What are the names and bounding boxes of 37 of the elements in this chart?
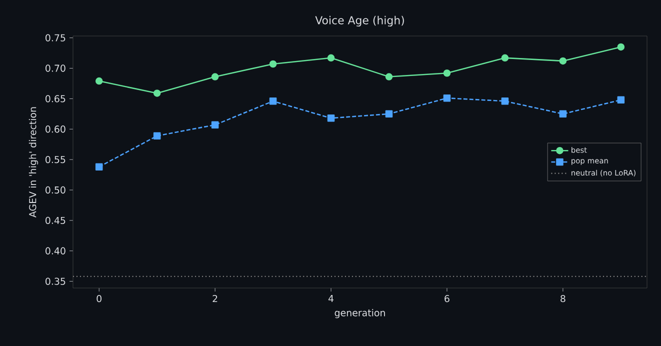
- point: [153, 90, 161, 97]
- point: [501, 54, 509, 62]
- point: [559, 57, 567, 65]
- chart-title: Voice Age (high): [315, 16, 404, 26]
- point: [269, 97, 277, 105]
- x-axis-title: generation: [334, 309, 385, 318]
- x-tick-label: 6: [444, 295, 450, 302]
- point: [153, 132, 161, 140]
- point: [443, 94, 451, 102]
- point: [617, 96, 625, 104]
- point: [327, 54, 335, 62]
- y-tick-label: 0.50: [46, 186, 66, 194]
- point: [385, 73, 393, 80]
- y-tick-label: 0.45: [46, 216, 66, 224]
- y-tick-label: 0.35: [46, 278, 66, 285]
- y-tick-label: 0.60: [46, 126, 66, 133]
- point: [269, 60, 277, 68]
- point: [211, 121, 219, 129]
- point: [385, 110, 393, 118]
- y-tick-label: 0.40: [46, 247, 66, 254]
- y-tick-label: 0.55: [46, 156, 66, 164]
- point: [95, 77, 103, 85]
- point: [95, 163, 103, 171]
- point: [501, 97, 509, 105]
- x-tick-label: 8: [560, 295, 566, 302]
- x-tick-label: 0: [96, 295, 102, 302]
- y-axis-title: AGEV in 'high' direction: [28, 107, 38, 218]
- y-tick-label: 0.65: [46, 95, 66, 102]
- point: [559, 110, 567, 118]
- x-tick-label: 2: [212, 295, 218, 302]
- y-tick-label: 0.75: [46, 34, 66, 42]
- point: [617, 43, 625, 51]
- x-tick-label: 4: [328, 295, 334, 302]
- point: [211, 73, 219, 80]
- point: [443, 69, 451, 77]
- point: [327, 114, 335, 122]
- y-tick-label: 0.70: [46, 64, 66, 72]
